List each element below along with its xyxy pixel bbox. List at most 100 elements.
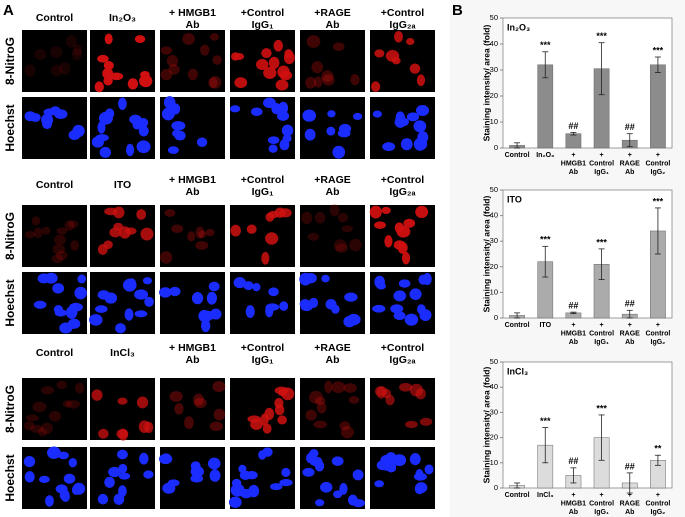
cell [409, 383, 424, 397]
cell [24, 64, 36, 77]
cell [271, 103, 282, 115]
cell [117, 449, 128, 460]
x-tick-label: Control [505, 152, 530, 159]
cell [193, 393, 204, 406]
significance: ## [625, 299, 635, 309]
y-tick-label: 40 [490, 382, 498, 391]
cell [374, 480, 384, 488]
x-tick-label: + Control IgG₂ [645, 322, 670, 346]
cell [97, 290, 110, 300]
column-header: In₂O₃ [109, 12, 136, 24]
cell [233, 277, 246, 289]
cell [315, 396, 326, 405]
cell [99, 146, 112, 158]
micrograph [300, 205, 365, 267]
cell [47, 446, 61, 459]
cell [231, 478, 242, 488]
x-tick-label: + HMGB1 Ab [561, 152, 586, 176]
cell [374, 49, 385, 58]
cell [103, 76, 113, 86]
cell [167, 479, 180, 487]
cell [352, 469, 364, 481]
cell [401, 251, 411, 265]
cell [169, 286, 181, 297]
cell [171, 120, 186, 131]
plot-frame [502, 17, 673, 149]
cell [282, 134, 292, 143]
cell [159, 287, 172, 298]
cell [374, 221, 386, 229]
cell [200, 319, 211, 333]
cell [70, 240, 80, 251]
cell [405, 420, 418, 429]
column-header: +Control IgG₂ₐ [381, 7, 425, 31]
cell [339, 483, 348, 495]
column-header: ITO [114, 179, 131, 191]
row-label: Hoechst [3, 279, 17, 326]
cell [415, 205, 429, 219]
row-label: 8-NitroG [3, 37, 17, 85]
cell [381, 206, 391, 215]
y-tick-label: 0 [494, 143, 498, 152]
cell [274, 207, 286, 218]
y-axis-label: Staining intensity/ area (fold) [481, 367, 491, 484]
cell [190, 474, 204, 483]
row-label: 8-NitroG [3, 212, 17, 260]
cell [352, 499, 366, 508]
cell [305, 76, 317, 89]
significance: ## [568, 456, 578, 466]
cell [275, 79, 289, 91]
cell [376, 386, 386, 399]
cell [24, 111, 36, 122]
y-tick-label: 40 [490, 39, 498, 48]
cell [346, 313, 361, 326]
significance: *** [653, 45, 664, 55]
cell [68, 129, 81, 141]
cell [65, 306, 78, 319]
cell [63, 473, 76, 484]
y-tick-label: 10 [490, 458, 498, 467]
micrograph [22, 205, 87, 267]
y-tick-label: 30 [490, 407, 498, 416]
column-header: +RAGE Ab [314, 7, 350, 31]
cell [65, 35, 77, 48]
cell [44, 495, 54, 507]
cell [50, 46, 63, 58]
y-tick-label: 30 [490, 65, 498, 74]
cell [393, 30, 404, 43]
cell [102, 67, 114, 80]
cell [337, 129, 351, 138]
column-header: Control [36, 347, 73, 359]
cell [369, 205, 382, 219]
cell [118, 472, 131, 480]
cell [326, 126, 336, 136]
cell [314, 460, 325, 472]
cell [124, 308, 134, 321]
x-tick-label: + Control IgG₁ [589, 492, 614, 516]
cell [331, 456, 344, 466]
x-tick-label: + Control IgG₁ [589, 322, 614, 346]
cell [52, 244, 66, 255]
cell [91, 389, 103, 401]
cell [341, 225, 353, 233]
significance: *** [540, 235, 551, 245]
cell [142, 277, 152, 285]
chart-title: InCl₃ [507, 366, 528, 376]
cell [406, 112, 420, 122]
row-label: Hoechst [3, 104, 17, 151]
cell [97, 493, 109, 505]
cell [73, 44, 83, 56]
cell [268, 144, 278, 153]
cell [136, 140, 151, 154]
cell [44, 272, 58, 284]
cell [77, 274, 87, 284]
cell [243, 281, 254, 291]
cell [409, 288, 422, 300]
micrograph [300, 30, 365, 92]
x-tick-label: ITO [539, 322, 551, 329]
cell [302, 467, 315, 477]
cell [23, 455, 36, 468]
cell [89, 314, 103, 326]
cell [140, 71, 150, 79]
cell [403, 218, 416, 228]
